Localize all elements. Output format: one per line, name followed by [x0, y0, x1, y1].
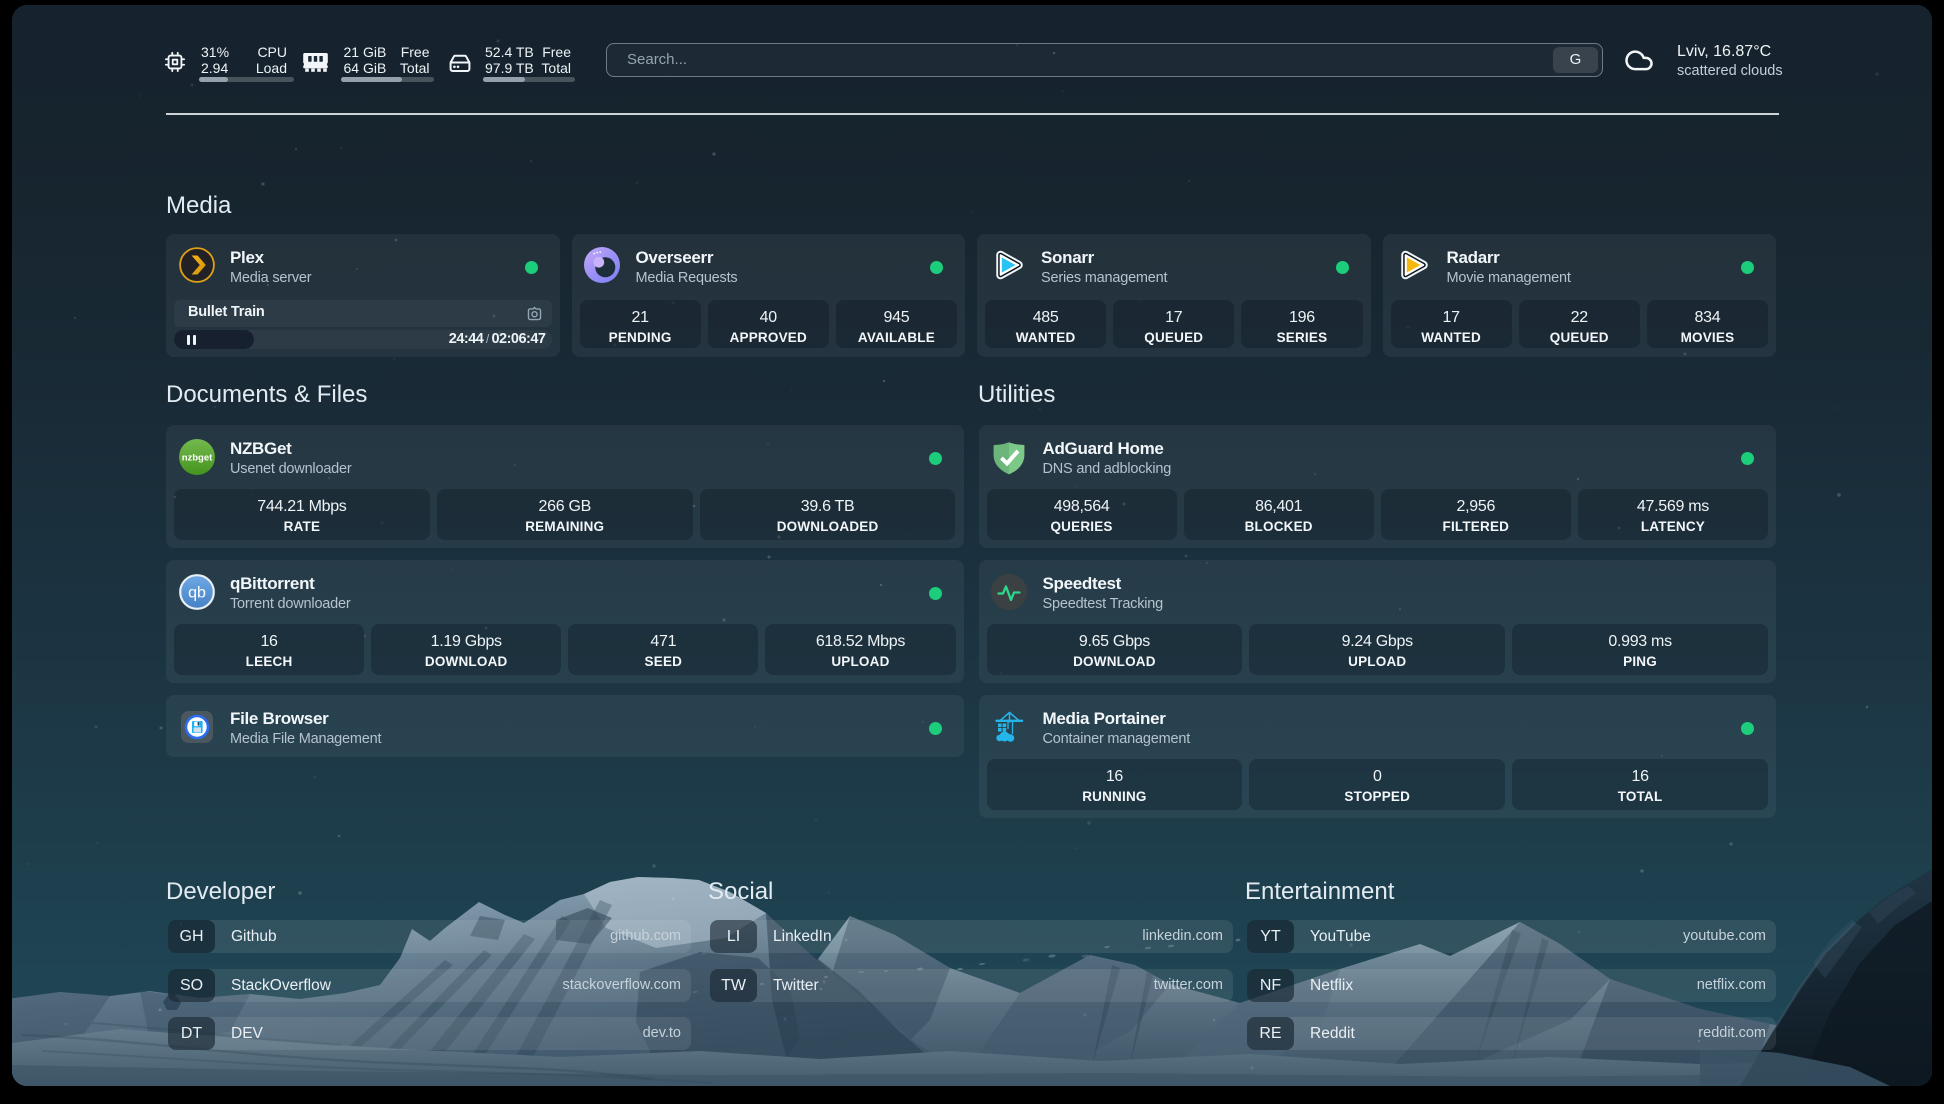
svg-text:qb: qb	[188, 584, 206, 601]
svg-text:nzbget: nzbget	[181, 452, 212, 463]
